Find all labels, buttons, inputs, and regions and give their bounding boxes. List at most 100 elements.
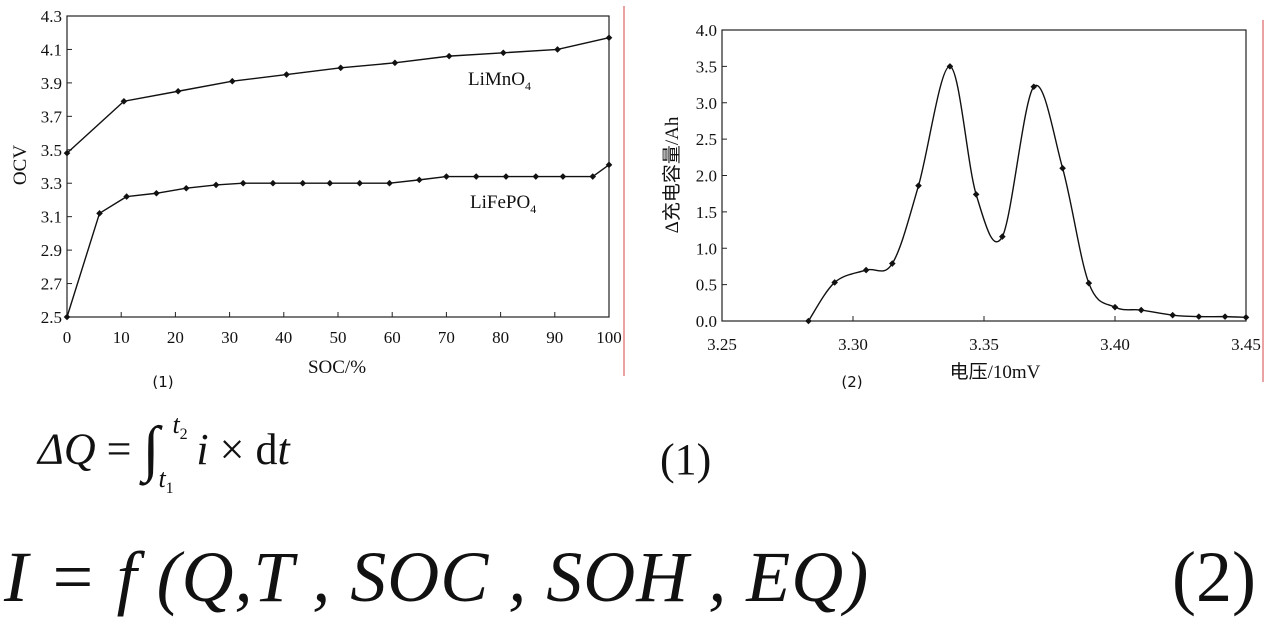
data-point [502, 173, 510, 180]
y-tick-label: 2.5 [41, 308, 62, 327]
data-point [391, 59, 399, 67]
y-tick-label: 3.5 [696, 57, 717, 76]
x-tick-label: 30 [221, 328, 238, 347]
series-lines [63, 34, 613, 321]
y-tick-label: 4.3 [41, 7, 62, 26]
equation-2-number: (2) [1172, 537, 1256, 617]
data-point [239, 179, 247, 187]
x-tick-label: 40 [275, 328, 292, 347]
x-tick-labels: 0 10 20 30 40 50 60 70 80 90 100 [63, 312, 622, 347]
equation-2: I = f (Q,T , SOC , SOH , EQ) [4, 537, 870, 617]
data-point [915, 182, 922, 189]
x-tick-label: 0 [63, 328, 72, 347]
y-tick-label: 2.5 [696, 130, 717, 149]
x-tick-label: 3.40 [1100, 335, 1130, 354]
ocv-soc-chart: 2.5 2.7 2.9 3.1 3.3 3.5 3.7 3.9 4.1 4.3 0 10 20 30 40… [10, 6, 625, 391]
data-point [356, 179, 363, 187]
data-point [999, 233, 1006, 240]
x-tick-label: 60 [384, 328, 401, 347]
data-point [472, 173, 480, 180]
x-tick-label: 90 [546, 328, 563, 347]
data-point [605, 34, 613, 42]
x-tick-label: 20 [167, 328, 184, 347]
incremental-capacity-chart: 0.0 0.5 1.0 1.5 2.0 2.5 3.0 3.5 4.0 3.25 3.30 3.35… [661, 20, 1264, 391]
data-point [63, 149, 71, 157]
data-point [1169, 311, 1176, 319]
x-tick-label: 50 [330, 328, 347, 347]
plot-border [66, 15, 610, 318]
data-point [386, 179, 393, 187]
data-point [554, 46, 561, 53]
data-point [212, 181, 220, 189]
data-point [337, 64, 345, 72]
data-point [269, 179, 277, 187]
chart-caption: (1) [152, 373, 173, 391]
data-point [500, 49, 507, 57]
series-label-lifepo4: LiFePO4 [470, 192, 536, 216]
x-tick-label: 100 [596, 328, 622, 347]
data-point [123, 193, 130, 200]
series-lines [805, 63, 1250, 325]
data-point [443, 173, 450, 180]
data-point [1111, 303, 1119, 311]
data-point [1085, 279, 1093, 287]
x-tick-label: 3.30 [838, 335, 868, 354]
data-point [1059, 164, 1066, 172]
plot-border [721, 29, 1247, 322]
chart-caption: (2) [841, 373, 862, 391]
y-tick-label: 1.5 [696, 203, 717, 222]
series-label-limno4: LiMnO4 [468, 69, 531, 93]
data-point [589, 173, 597, 180]
x-tick-label: 3.45 [1231, 335, 1261, 354]
series-line-0 [807, 65, 1247, 322]
y-axis-title: OCV [10, 145, 31, 185]
y-tick-label: 4.0 [696, 21, 717, 40]
data-point [326, 179, 334, 187]
y-tick-labels: 2.5 2.7 2.9 3.1 3.3 3.5 3.7 3.9 4.1 4.3 [41, 7, 72, 327]
data-point [96, 210, 103, 217]
y-tick-label: 3.1 [41, 208, 62, 227]
data-point [63, 313, 71, 321]
data-point [153, 189, 160, 197]
y-tick-label: 2.7 [41, 275, 63, 294]
data-point [299, 179, 307, 187]
y-tick-label: 1.0 [696, 239, 717, 258]
y-axis-title: Δ充电容量/Ah [661, 116, 683, 233]
data-point [120, 97, 128, 105]
x-tick-label: 3.25 [707, 335, 737, 354]
data-point [229, 77, 236, 85]
y-tick-label: 3.7 [41, 107, 63, 126]
data-point [972, 191, 980, 198]
data-point [283, 71, 290, 78]
y-tick-label: 3.3 [41, 174, 62, 193]
y-tick-label: 2.0 [696, 167, 717, 186]
y-tick-label: 3.9 [41, 74, 62, 93]
data-point [182, 184, 190, 192]
plot-frame [66, 15, 610, 318]
x-tick-label: 70 [438, 328, 455, 347]
data-point [862, 266, 870, 274]
eq1-equals: = [106, 424, 132, 474]
data-point [1242, 314, 1250, 321]
data-point [831, 279, 838, 286]
eq1-integral: ∫ t2 t1 [142, 410, 188, 498]
x-tick-labels: 3.25 3.30 3.35 3.40 3.45 [707, 316, 1261, 354]
x-axis-title: SOC/% [308, 357, 366, 378]
data-point [445, 52, 453, 60]
data-point [946, 63, 954, 70]
data-point [532, 173, 540, 180]
data-point [889, 260, 896, 267]
y-tick-label: 3.0 [696, 94, 717, 113]
x-tick-label: 10 [113, 328, 130, 347]
data-point [805, 317, 812, 325]
data-point [1030, 83, 1038, 91]
data-point [416, 176, 423, 184]
plot-frame [721, 29, 1247, 322]
y-tick-label: 0.0 [696, 312, 717, 331]
equation-1-number: (1) [660, 435, 712, 484]
data-point [559, 173, 567, 180]
data-point [605, 161, 613, 169]
series-line-0 [66, 37, 610, 154]
eq1-lhs: ΔQ [38, 424, 96, 474]
y-tick-label: 0.5 [696, 276, 717, 295]
